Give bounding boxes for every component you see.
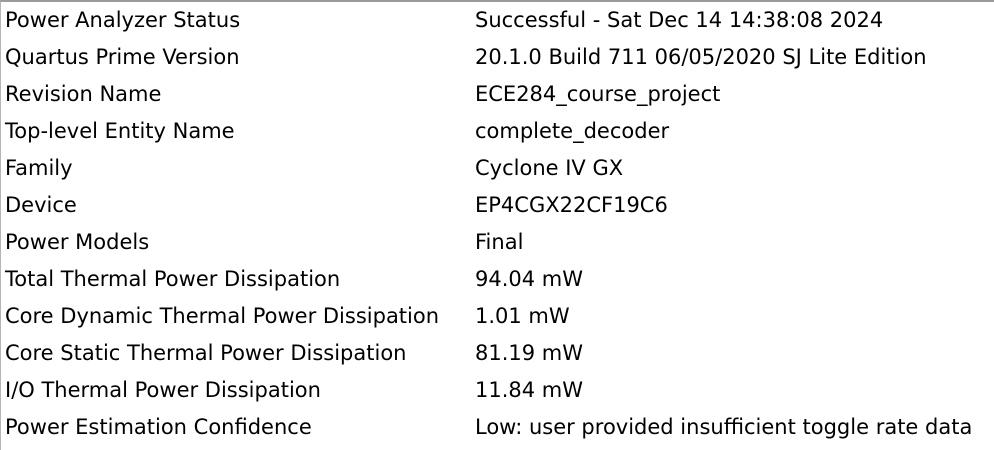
row-label: Total Thermal Power Dissipation xyxy=(5,267,341,291)
row-value: 1.01 mW xyxy=(475,304,570,328)
row-value: 94.04 mW xyxy=(475,267,584,291)
row-label: Revision Name xyxy=(5,82,162,106)
row-value: 11.84 mW xyxy=(475,378,584,402)
table-row[interactable]: Core Dynamic Thermal Power Dissipation 1… xyxy=(1,298,994,335)
table-row[interactable]: Device EP4CGX22CF19C6 xyxy=(1,187,994,224)
row-label: Quartus Prime Version xyxy=(5,45,240,69)
row-label: Core Dynamic Thermal Power Dissipation xyxy=(5,304,440,328)
table-row[interactable]: Total Thermal Power Dissipation 94.04 mW xyxy=(1,261,994,298)
table-row[interactable]: Revision Name ECE284_course_project xyxy=(1,76,994,113)
row-label: Family xyxy=(5,156,73,180)
row-label: Power Estimation Confidence xyxy=(5,415,312,439)
table-row[interactable]: Quartus Prime Version 20.1.0 Build 711 0… xyxy=(1,39,994,76)
table-row[interactable]: I/O Thermal Power Dissipation 11.84 mW xyxy=(1,372,994,409)
table-row[interactable]: Family Cyclone IV GX xyxy=(1,150,994,187)
table-row[interactable]: Core Static Thermal Power Dissipation 81… xyxy=(1,335,994,372)
row-label: Power Analyzer Status xyxy=(5,8,241,32)
row-label: Device xyxy=(5,193,77,217)
row-value: Final xyxy=(475,230,524,254)
table-row[interactable]: Top-level Entity Name complete_decoder xyxy=(1,113,994,150)
row-label: I/O Thermal Power Dissipation xyxy=(5,378,321,402)
row-label: Top-level Entity Name xyxy=(5,119,235,143)
row-value: Successful - Sat Dec 14 14:38:08 2024 xyxy=(475,8,884,32)
row-value: complete_decoder xyxy=(475,119,670,143)
row-value: EP4CGX22CF19C6 xyxy=(475,193,668,217)
table-row[interactable]: Power Estimation Confidence Low: user pr… xyxy=(1,409,994,446)
row-value: 81.19 mW xyxy=(475,341,584,365)
row-label: Core Static Thermal Power Dissipation xyxy=(5,341,407,365)
row-label: Power Models xyxy=(5,230,150,254)
row-value: 20.1.0 Build 711 06/05/2020 SJ Lite Edit… xyxy=(475,45,927,69)
table-row[interactable]: Power Analyzer Status Successful - Sat D… xyxy=(1,2,994,39)
row-value: ECE284_course_project xyxy=(475,82,721,106)
row-value: Cyclone IV GX xyxy=(475,156,624,180)
row-value: Low: user provided insufficient toggle r… xyxy=(475,415,973,439)
table-row[interactable]: Power Models Final xyxy=(1,224,994,261)
